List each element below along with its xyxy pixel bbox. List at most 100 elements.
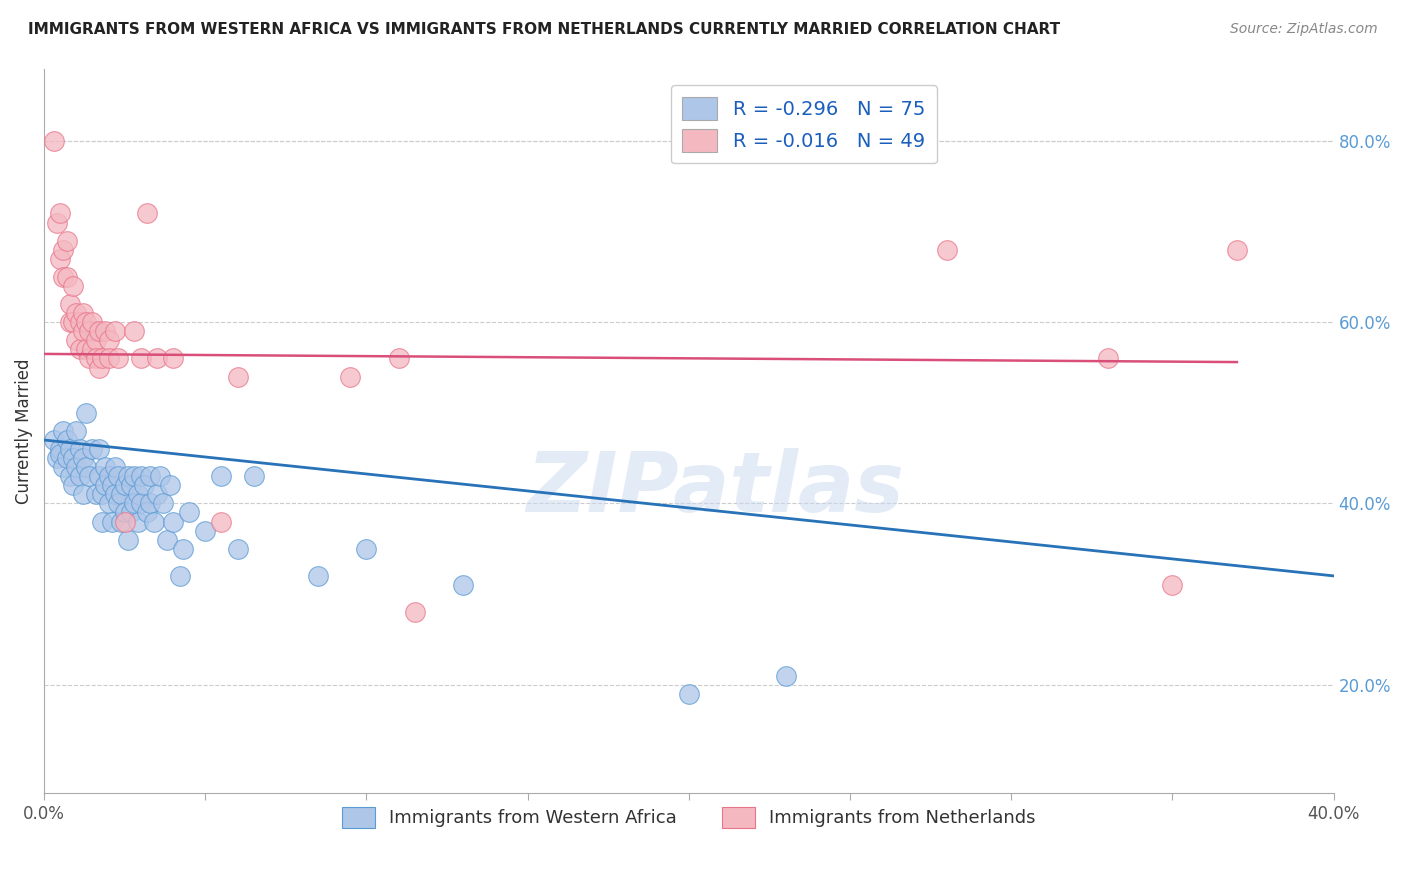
- Point: [75, 315, 97, 329]
- Text: Source: ZipAtlas.com: Source: ZipAtlas.com: [1230, 22, 1378, 37]
- Point: [307, 569, 329, 583]
- Point: [49, 442, 72, 456]
- Point: [129, 496, 152, 510]
- Point: [124, 496, 146, 510]
- Point: [59, 297, 82, 311]
- Point: [162, 351, 184, 366]
- Point: [55, 433, 77, 447]
- Point: [72, 487, 94, 501]
- Point: [120, 506, 142, 520]
- Point: [114, 478, 136, 492]
- Point: [42, 134, 65, 148]
- Point: [172, 541, 194, 556]
- Point: [104, 460, 127, 475]
- Point: [209, 469, 232, 483]
- Point: [356, 541, 378, 556]
- Point: [52, 269, 75, 284]
- Point: [65, 334, 87, 348]
- Point: [84, 334, 107, 348]
- Point: [132, 478, 155, 492]
- Point: [136, 506, 159, 520]
- Point: [117, 533, 139, 547]
- Point: [110, 487, 132, 501]
- Point: [104, 324, 127, 338]
- Point: [75, 460, 97, 475]
- Point: [59, 315, 82, 329]
- Point: [129, 469, 152, 483]
- Point: [226, 541, 249, 556]
- Point: [120, 478, 142, 492]
- Point: [52, 243, 75, 257]
- Point: [65, 460, 87, 475]
- Point: [1226, 243, 1249, 257]
- Point: [117, 469, 139, 483]
- Point: [82, 324, 104, 338]
- Point: [77, 324, 100, 338]
- Point: [114, 515, 136, 529]
- Y-axis label: Currently Married: Currently Married: [15, 359, 32, 504]
- Point: [127, 515, 149, 529]
- Point: [1097, 351, 1119, 366]
- Point: [935, 243, 957, 257]
- Point: [107, 469, 129, 483]
- Point: [107, 496, 129, 510]
- Point: [94, 460, 117, 475]
- Point: [388, 351, 411, 366]
- Point: [69, 343, 91, 357]
- Point: [75, 406, 97, 420]
- Point: [97, 469, 120, 483]
- Point: [75, 343, 97, 357]
- Point: [142, 515, 165, 529]
- Point: [72, 451, 94, 466]
- Point: [72, 306, 94, 320]
- Point: [42, 433, 65, 447]
- Point: [65, 306, 87, 320]
- Point: [49, 447, 72, 461]
- Point: [127, 487, 149, 501]
- Point: [62, 279, 84, 293]
- Point: [46, 451, 69, 466]
- Point: [65, 424, 87, 438]
- Point: [194, 524, 217, 538]
- Point: [72, 324, 94, 338]
- Point: [339, 369, 361, 384]
- Point: [91, 515, 114, 529]
- Point: [97, 496, 120, 510]
- Point: [97, 351, 120, 366]
- Point: [94, 324, 117, 338]
- Point: [62, 478, 84, 492]
- Point: [404, 605, 426, 619]
- Point: [101, 478, 124, 492]
- Point: [179, 506, 201, 520]
- Point: [149, 469, 172, 483]
- Point: [77, 469, 100, 483]
- Point: [104, 487, 127, 501]
- Point: [110, 515, 132, 529]
- Point: [97, 334, 120, 348]
- Point: [156, 533, 179, 547]
- Point: [82, 343, 104, 357]
- Point: [82, 315, 104, 329]
- Point: [49, 252, 72, 266]
- Point: [129, 351, 152, 366]
- Point: [87, 324, 110, 338]
- Point: [59, 442, 82, 456]
- Text: ZIPatlas: ZIPatlas: [526, 449, 904, 530]
- Point: [69, 315, 91, 329]
- Point: [62, 451, 84, 466]
- Point: [139, 496, 162, 510]
- Point: [678, 687, 700, 701]
- Point: [451, 578, 474, 592]
- Point: [91, 487, 114, 501]
- Point: [152, 496, 174, 510]
- Point: [52, 424, 75, 438]
- Point: [136, 206, 159, 220]
- Point: [162, 515, 184, 529]
- Point: [101, 515, 124, 529]
- Point: [84, 324, 107, 338]
- Point: [169, 569, 191, 583]
- Point: [139, 469, 162, 483]
- Point: [55, 234, 77, 248]
- Point: [55, 269, 77, 284]
- Point: [124, 469, 146, 483]
